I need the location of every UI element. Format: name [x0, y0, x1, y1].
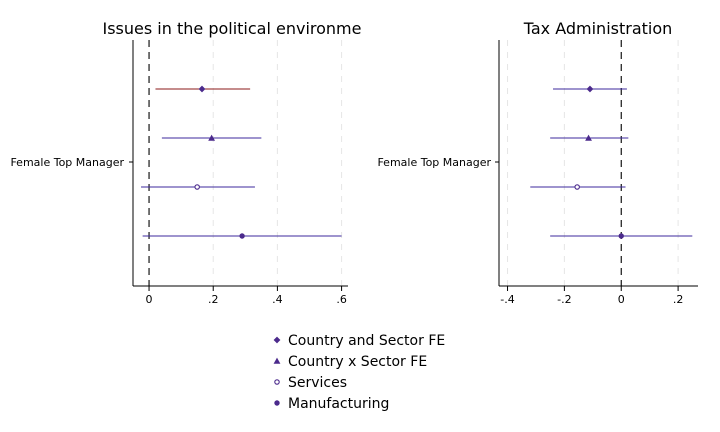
legend-label: Country and Sector FE [288, 333, 445, 349]
legend-label: Services [288, 375, 347, 391]
point-marker [274, 379, 280, 385]
legend-label: Country x Sector FE [288, 354, 427, 370]
legend-item: Services [274, 375, 347, 391]
point-marker [574, 184, 580, 190]
point-marker [273, 357, 281, 364]
legend-item: Manufacturing [274, 396, 389, 412]
legend: Country and Sector FE Country x Sector FE… [273, 333, 445, 412]
x-tick-label: 0 [146, 293, 153, 306]
point-marker [273, 336, 281, 344]
panel-title: Issues in the political environme [103, 19, 362, 38]
panel-title: Tax Administration [523, 19, 673, 38]
x-tick-label: .4 [272, 293, 283, 306]
point-marker [586, 85, 594, 93]
point-marker [239, 233, 245, 239]
x-tick-label: .2 [673, 293, 684, 306]
point-marker [618, 233, 624, 239]
panel-tax-administration: Tax Administration Female Top Manager -.… [377, 19, 698, 306]
x-tick-label: -.2 [557, 293, 571, 306]
point-marker [194, 184, 200, 190]
point-marker [585, 134, 592, 141]
legend-item: Country and Sector FE [273, 333, 445, 349]
panel-political-environment: Issues in the political environme Female… [10, 19, 361, 306]
x-tick-label: .6 [336, 293, 347, 306]
point-marker [198, 85, 206, 93]
x-tick-label: .2 [208, 293, 219, 306]
x-tick-label: 0 [618, 293, 625, 306]
x-tick-label: -.4 [500, 293, 514, 306]
legend-item: Country x Sector FE [273, 354, 427, 370]
point-marker [208, 134, 216, 141]
legend-label: Manufacturing [288, 396, 389, 412]
category-label: Female Top Manager [377, 156, 491, 169]
category-label: Female Top Manager [10, 156, 124, 169]
point-marker [274, 400, 280, 406]
